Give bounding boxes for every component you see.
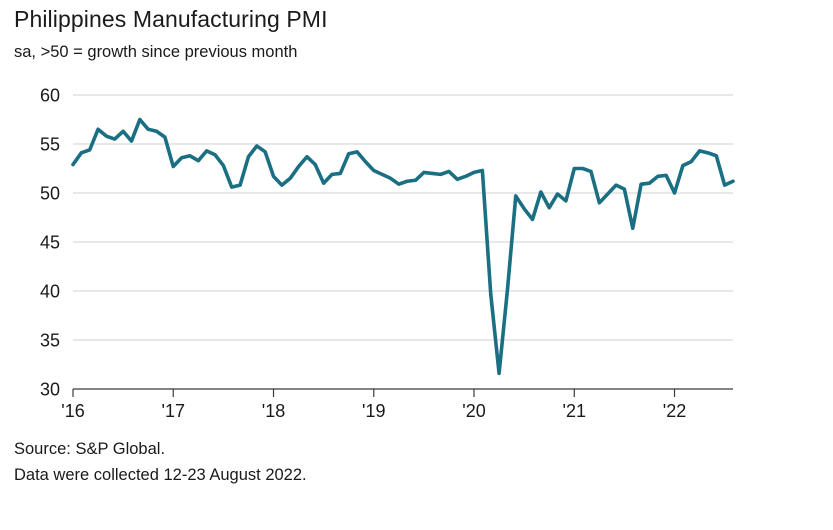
x-tick-label-2022: '22 <box>663 401 686 421</box>
y-tick-label-30: 30 <box>40 380 60 400</box>
x-tick-label-2016: '16 <box>61 401 84 421</box>
x-tick-label-2019: '19 <box>362 401 385 421</box>
series-group <box>71 117 735 376</box>
x-tick-label-2018: '18 <box>262 401 285 421</box>
y-tick-label-45: 45 <box>40 233 60 253</box>
x-axis: '16 '17 '18 '19 '20 '21 '22 <box>61 388 733 421</box>
collection-note: Data were collected 12-23 August 2022. <box>14 466 307 484</box>
x-tick-label-2020: '20 <box>462 401 485 421</box>
x-tick-label-2017: '17 <box>162 401 185 421</box>
x-tick-label-2021: '21 <box>563 401 586 421</box>
source-note: Source: S&P Global. <box>14 440 166 458</box>
y-axis: 30 35 40 45 50 55 60 <box>40 86 60 400</box>
y-tick-label-55: 55 <box>40 135 60 155</box>
y-tick-label-40: 40 <box>40 282 60 302</box>
series-line-0 <box>71 117 735 376</box>
chart-title: Philippines Manufacturing PMI <box>14 6 328 32</box>
y-tick-label-50: 50 <box>40 184 60 204</box>
y-tick-label-60: 60 <box>40 86 60 106</box>
y-tick-label-35: 35 <box>40 331 60 351</box>
chart-subtitle: sa, >50 = growth since previous month <box>14 43 298 61</box>
gridlines <box>73 94 733 341</box>
